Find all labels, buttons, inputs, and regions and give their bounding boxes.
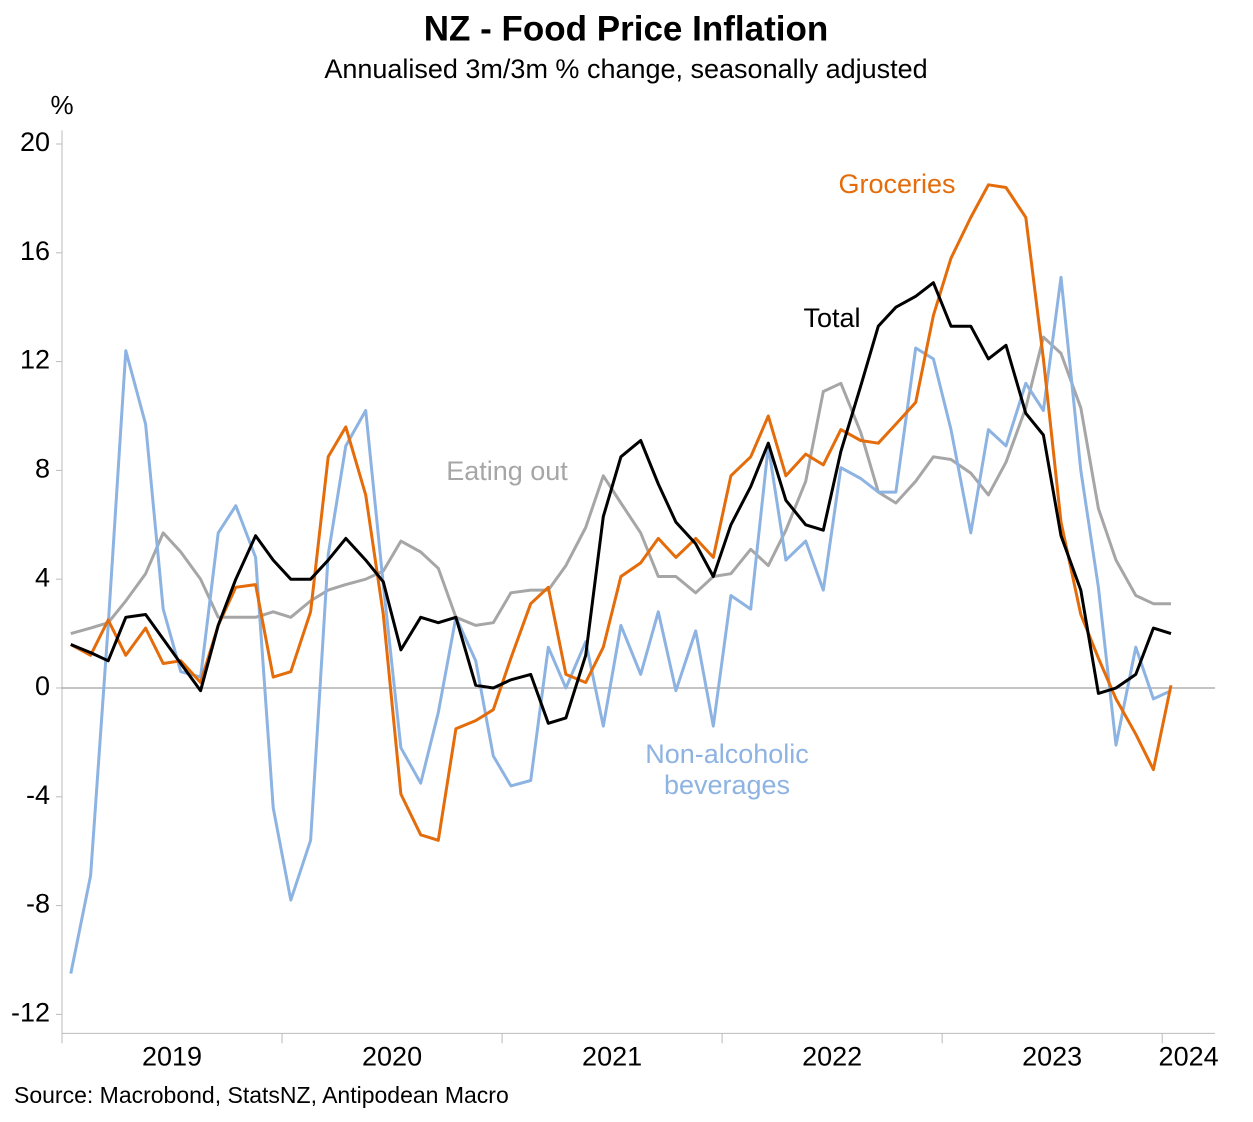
series-line bbox=[70, 335, 1171, 636]
x-tick-label: 2019 bbox=[142, 1042, 202, 1072]
x-tick-label: 2022 bbox=[802, 1042, 862, 1072]
chart-title: NZ - Food Price Inflation bbox=[424, 9, 828, 48]
series-label: Eating out bbox=[446, 456, 568, 486]
y-tick-label: 20 bbox=[20, 127, 50, 157]
chart-subtitle: Annualised 3m/3m % change, seasonally ad… bbox=[324, 54, 927, 84]
series-line bbox=[70, 281, 1172, 725]
x-tick-label: 2024 bbox=[1159, 1042, 1219, 1072]
y-tick-label: 0 bbox=[35, 671, 50, 701]
x-tick-label: 2023 bbox=[1022, 1042, 1082, 1072]
series-label: Total bbox=[803, 303, 861, 333]
source: Source: Macrobond, StatsNZ, Antipodean M… bbox=[14, 1082, 509, 1108]
y-tick-label: 8 bbox=[35, 454, 50, 484]
series-label: Non-alcoholic beverages bbox=[645, 739, 809, 800]
y-axis-label: % bbox=[50, 90, 73, 120]
y-tick-label: -12 bbox=[11, 997, 50, 1027]
x-tick-label: 2021 bbox=[582, 1042, 642, 1072]
y-tick-label: 12 bbox=[20, 345, 50, 375]
x-tick-label: 2020 bbox=[362, 1042, 422, 1072]
y-tick-label: 4 bbox=[35, 562, 50, 592]
series-line bbox=[70, 183, 1173, 842]
y-tick-label: -4 bbox=[26, 780, 50, 810]
y-tick-label: -8 bbox=[26, 889, 50, 919]
y-tick-label: 16 bbox=[20, 236, 50, 266]
series-label: Groceries bbox=[838, 169, 956, 199]
series-line bbox=[69, 275, 1172, 974]
